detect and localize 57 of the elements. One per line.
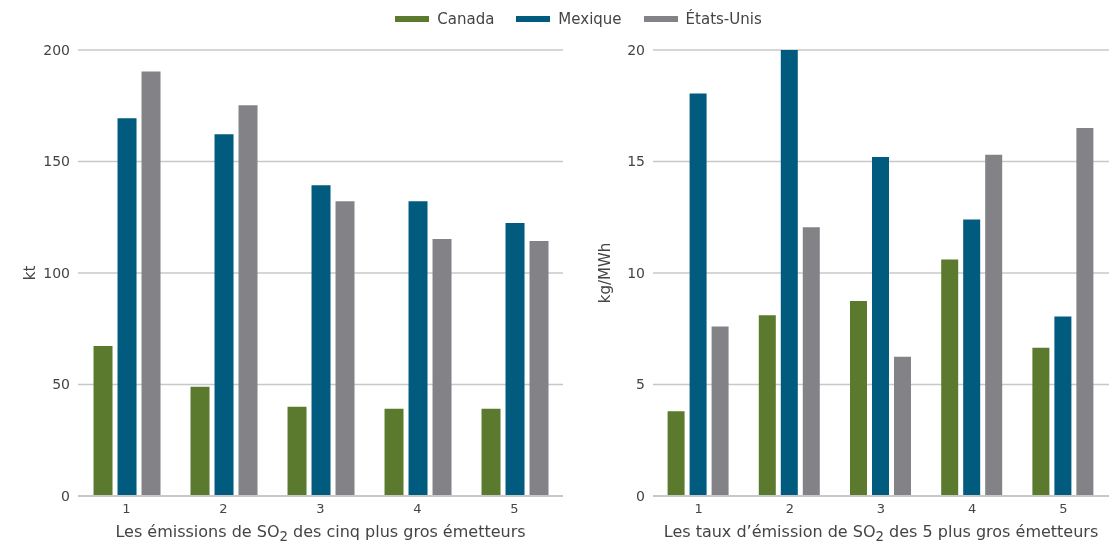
- bar: [117, 118, 137, 496]
- bar: [141, 71, 161, 496]
- y-tick-label: 0: [636, 487, 645, 504]
- x-axis-title: Les taux d’émission de SO$_{2}$ des 5 plus gros émetteurs: [662, 522, 1100, 545]
- bar: [335, 201, 355, 496]
- bar: [893, 356, 911, 496]
- y-tick-label: 10: [627, 264, 645, 281]
- x-tick-label: 3: [876, 501, 886, 517]
- y-tick-label: 200: [43, 41, 70, 58]
- bar: [214, 134, 234, 496]
- bar: [871, 157, 889, 496]
- bar: [287, 406, 307, 496]
- x-tick-label: 1: [694, 501, 703, 517]
- bar: [689, 93, 707, 496]
- x-tick-label: 3: [316, 501, 325, 517]
- y-tick-label: 0: [61, 487, 70, 504]
- x-axis-title: Les émissions de SO$_{2}$ des cinq plus gros émetteurs: [114, 522, 527, 545]
- bar: [963, 219, 981, 496]
- y-tick-label: 15: [627, 153, 645, 170]
- bar: [802, 227, 820, 496]
- bar: [667, 411, 685, 496]
- y-tick-label: 150: [43, 153, 70, 170]
- bar: [238, 105, 258, 496]
- bar: [432, 239, 452, 496]
- bar: [985, 154, 1003, 496]
- y-tick-label: 100: [43, 264, 70, 281]
- x-tick-label: 4: [413, 501, 422, 517]
- bar: [481, 408, 501, 496]
- bar: [408, 201, 428, 496]
- bar: [849, 300, 867, 496]
- y-tick-label: 50: [52, 376, 70, 393]
- legend-label: Canada: [436, 9, 495, 30]
- legend-label: Mexique: [557, 9, 622, 30]
- bar: [780, 50, 798, 496]
- bar: [1076, 128, 1094, 496]
- bar: [529, 241, 549, 496]
- bar: [758, 315, 776, 496]
- bar: [941, 259, 959, 496]
- bar: [311, 185, 331, 496]
- legend-label: États-Unis: [684, 8, 762, 30]
- bar: [190, 386, 210, 496]
- y-axis-title: kg/MWh: [596, 242, 615, 304]
- bar: [1032, 347, 1050, 496]
- bar: [711, 326, 729, 496]
- y-tick-label: 20: [627, 41, 645, 58]
- y-axis-title: kt: [21, 265, 40, 281]
- x-tick-label: 1: [122, 501, 131, 517]
- y-tick-label: 5: [636, 376, 645, 393]
- x-tick-label: 2: [219, 501, 228, 517]
- x-tick-label: 2: [785, 501, 794, 517]
- bar: [93, 345, 113, 496]
- x-tick-label: 5: [510, 501, 519, 517]
- x-tick-label: 4: [968, 501, 977, 517]
- bar: [384, 408, 404, 496]
- bar: [505, 223, 525, 496]
- x-tick-label: 5: [1059, 501, 1068, 517]
- bar: [1054, 316, 1072, 496]
